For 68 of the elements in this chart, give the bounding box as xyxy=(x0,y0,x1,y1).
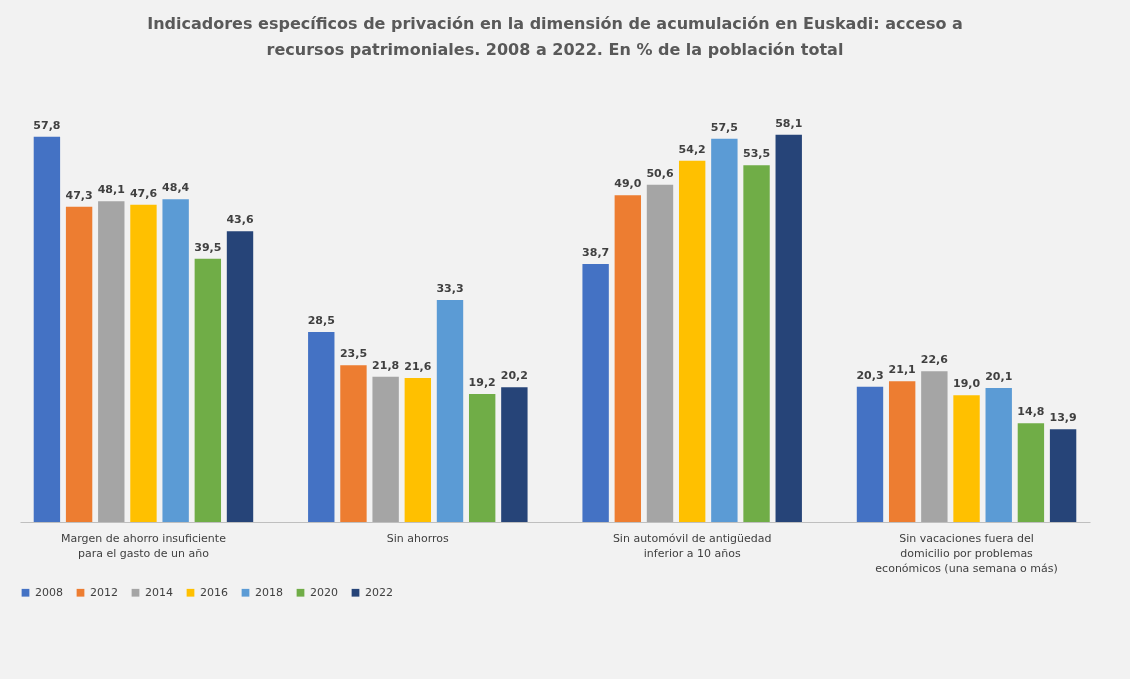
data-label: 21,6 xyxy=(404,360,432,373)
bar xyxy=(856,386,884,522)
legend-label: 2012 xyxy=(90,585,118,599)
data-label: 22,6 xyxy=(920,353,949,367)
bar xyxy=(985,388,1012,522)
data-label: 49,0 xyxy=(614,177,642,191)
bar xyxy=(614,195,642,522)
data-label: 19,0 xyxy=(952,377,981,391)
chart-title: Indicadores específicos de privación en la dimensión de acumulación en Euskadi: acceso a recursos patrimoniales. 2008 a 2022. En % de la población total xyxy=(147,13,963,59)
data-label: 23,5 xyxy=(339,347,368,361)
bar xyxy=(436,300,464,522)
data-label: 14,8 xyxy=(1017,405,1045,419)
data-label: 33,3 xyxy=(436,282,464,295)
data-label: 57,8 xyxy=(33,118,61,132)
data-label: 38,7 xyxy=(582,246,610,259)
bar xyxy=(468,394,496,522)
bar xyxy=(1017,423,1045,522)
bar xyxy=(646,184,674,522)
data-label: 21,1 xyxy=(888,363,916,377)
bar xyxy=(98,201,125,522)
data-label: 20,3 xyxy=(856,368,884,382)
bar xyxy=(226,231,254,522)
legend-label: 2018 xyxy=(255,585,283,599)
bar xyxy=(130,204,157,522)
data-label: 20,1 xyxy=(985,370,1013,383)
data-label: 48,4 xyxy=(162,181,190,195)
data-label: 47,6 xyxy=(129,186,158,200)
x-tick-label: Sin vacaciones fuera del domicilio por problemas económicos (una semana o más) xyxy=(875,531,1058,575)
bar xyxy=(743,165,770,522)
bar xyxy=(582,264,609,522)
data-label: 43,6 xyxy=(226,213,254,227)
bar xyxy=(404,378,432,522)
bar xyxy=(33,136,61,522)
data-label: 48,1 xyxy=(97,183,125,197)
data-label: 19,2 xyxy=(468,376,496,389)
data-label: 21,8 xyxy=(372,358,400,372)
bar xyxy=(340,365,367,522)
x-tick-label: Sin ahorros xyxy=(386,531,450,545)
bar xyxy=(775,134,802,522)
bar xyxy=(678,160,706,522)
data-label: 57,5 xyxy=(710,120,738,134)
legend-label: 2022 xyxy=(365,585,393,599)
bar xyxy=(501,387,528,522)
data-label: 28,5 xyxy=(307,314,335,327)
x-tick-label: Sin automóvil de antigüedad inferior a 10 años xyxy=(612,531,772,560)
x-tick-label: Margen de ahorro insuficiente para el gasto de un año xyxy=(61,531,227,560)
bar xyxy=(308,332,335,522)
bar xyxy=(888,381,916,522)
data-label: 47,3 xyxy=(65,188,93,202)
data-label: 53,5 xyxy=(742,147,771,161)
bar xyxy=(1049,429,1077,522)
bar xyxy=(65,206,93,522)
bar xyxy=(372,376,399,522)
legend-label: 2020 xyxy=(310,585,338,599)
data-label: 50,6 xyxy=(646,166,674,180)
data-label: 54,2 xyxy=(678,142,706,156)
bar xyxy=(921,371,948,522)
data-label: 20,2 xyxy=(500,369,528,383)
legend-label: 2008 xyxy=(35,585,63,599)
bar xyxy=(711,138,738,522)
data-label: 13,9 xyxy=(1049,411,1077,425)
data-label: 58,1 xyxy=(775,116,803,130)
legend-label: 2016 xyxy=(200,585,228,599)
bar xyxy=(162,199,189,522)
data-label: 39,5 xyxy=(194,240,222,254)
bar xyxy=(194,258,222,522)
legend-label: 2014 xyxy=(145,585,173,599)
bar xyxy=(953,395,980,522)
